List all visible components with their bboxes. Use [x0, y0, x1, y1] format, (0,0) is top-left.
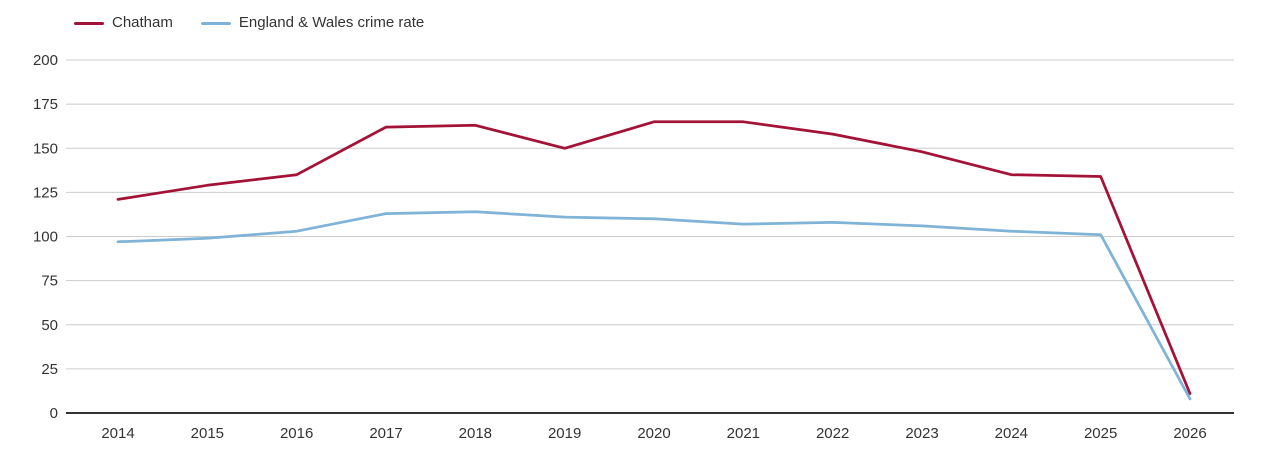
- y-tick-label: 125: [33, 184, 58, 201]
- england-wales-line-swatch: [200, 21, 231, 25]
- y-tick-label: 100: [33, 229, 58, 246]
- x-tick-label: 2026: [1173, 425, 1206, 442]
- chart-legend: Chatham England & Wales crime rate: [74, 14, 424, 32]
- y-tick-label: 0: [50, 405, 58, 422]
- y-tick-label: 50: [41, 317, 58, 334]
- x-tick-label: 2016: [280, 425, 313, 442]
- y-tick-label: 25: [41, 361, 58, 378]
- x-tick-label: 2021: [727, 425, 760, 442]
- x-tick-label: 2014: [101, 425, 134, 442]
- x-tick-label: 2015: [191, 425, 224, 442]
- x-tick-label: 2018: [459, 425, 492, 442]
- x-tick-label: 2023: [905, 425, 938, 442]
- x-tick-label: 2025: [1084, 425, 1117, 442]
- x-tick-label: 2017: [369, 425, 402, 442]
- legend-item-chatham[interactable]: Chatham: [74, 14, 173, 32]
- legend-item-england-wales[interactable]: England & Wales crime rate: [200, 14, 425, 32]
- chatham-line-swatch: [74, 21, 104, 25]
- y-tick-label: 75: [41, 273, 58, 290]
- x-tick-label: 2020: [637, 425, 670, 442]
- y-tick-label: 200: [33, 52, 58, 69]
- legend-label-chatham: Chatham: [112, 14, 173, 31]
- x-tick-label: 2024: [995, 425, 1028, 442]
- series-line-england-wales-crime-rate[interactable]: [116, 210, 1192, 401]
- x-tick-label: 2022: [816, 425, 849, 442]
- legend-label-england-wales: England & Wales crime rate: [238, 14, 425, 31]
- y-tick-label: 175: [33, 96, 58, 113]
- y-tick-label: 150: [33, 140, 58, 157]
- x-tick-label: 2019: [548, 425, 581, 442]
- series-line-chatham[interactable]: [116, 120, 1192, 395]
